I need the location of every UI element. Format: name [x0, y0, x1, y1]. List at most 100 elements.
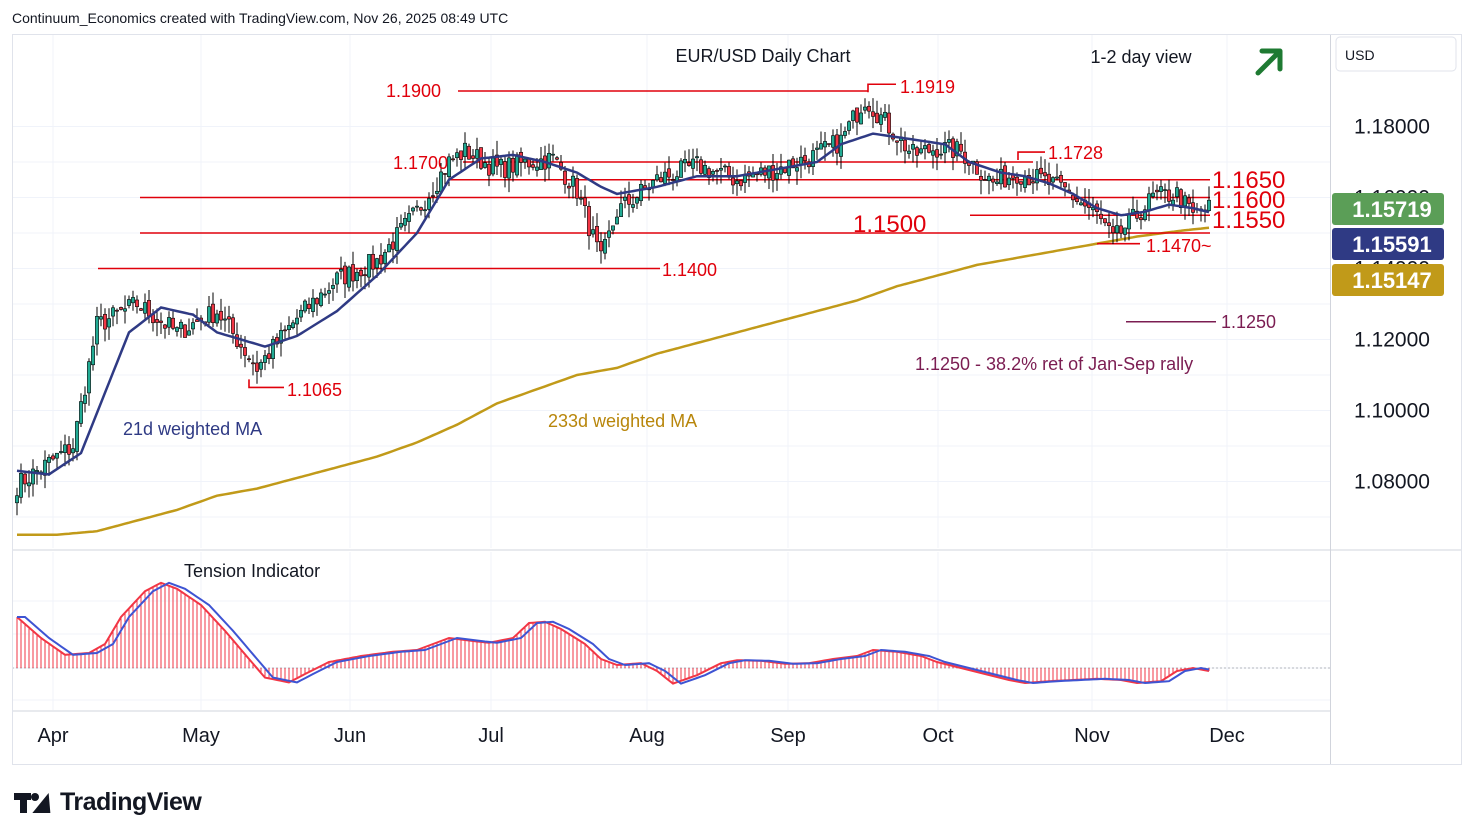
candle-body	[31, 468, 35, 485]
candle-body	[847, 121, 851, 131]
view-label: 1-2 day view	[1090, 47, 1192, 67]
candle-body	[1059, 175, 1063, 183]
candle-body	[135, 299, 139, 308]
candle-body	[719, 167, 723, 171]
candle-body	[111, 307, 115, 317]
time-tick-label: Dec	[1209, 725, 1245, 747]
candle-body	[603, 238, 607, 254]
candle-body	[459, 150, 463, 160]
level-label: 1.1900	[386, 81, 441, 101]
candle-body	[139, 308, 143, 311]
price-badge	[1332, 264, 1444, 296]
candle-body	[715, 170, 719, 172]
level-label: 1.1400	[662, 260, 717, 280]
candle-body	[659, 177, 663, 183]
candle-body	[959, 143, 963, 152]
candle-body	[1023, 176, 1027, 188]
candle-body	[467, 145, 471, 160]
candle-body	[99, 316, 103, 320]
candle-body	[427, 198, 431, 210]
level-label: 1.1065	[287, 380, 342, 400]
candle-body	[999, 168, 1003, 185]
candle-body	[115, 309, 119, 312]
level-label: 1.1470~	[1146, 236, 1212, 256]
candle-body	[495, 154, 499, 167]
price-tick-label: 1.18000	[1354, 116, 1430, 139]
candle-body	[19, 472, 23, 498]
candle-body	[623, 196, 627, 201]
candle-body	[699, 159, 703, 174]
candle-body	[771, 165, 775, 181]
candle-body	[735, 180, 739, 185]
ma21-line	[16, 132, 1210, 476]
candle-body	[311, 297, 315, 312]
candle-body	[443, 173, 447, 175]
candle-body	[511, 157, 515, 173]
currency-button[interactable]: USD	[1335, 36, 1457, 72]
candle-body	[1135, 210, 1139, 219]
candle-body	[775, 173, 779, 180]
price-badge	[1332, 228, 1444, 260]
candle-body	[1091, 207, 1095, 211]
candle-body	[339, 269, 343, 272]
candle-body	[279, 330, 283, 344]
candle-body	[283, 329, 287, 332]
candle-body	[211, 303, 215, 324]
tradingview-logo[interactable]: TradingView	[14, 788, 202, 817]
candle-body	[679, 160, 683, 178]
candle-body	[703, 164, 707, 175]
candle-body	[791, 158, 795, 169]
candle-body	[51, 455, 55, 460]
candle-body	[583, 197, 587, 206]
candle-body	[1207, 199, 1211, 211]
indicator-line	[16, 581, 1210, 685]
candle-body	[367, 254, 371, 278]
candle-body	[1127, 213, 1131, 230]
candle-body	[411, 207, 415, 212]
candle-body	[95, 316, 99, 345]
candle-body	[835, 134, 839, 154]
candle-body	[107, 318, 111, 328]
candle-body	[1151, 192, 1155, 197]
candle-body	[883, 111, 887, 118]
candle-body	[991, 178, 995, 183]
level-label: 1.1700	[393, 153, 448, 173]
candle-body	[831, 135, 835, 148]
candle-body	[391, 241, 395, 250]
candle-body	[379, 254, 383, 265]
candle-body	[1111, 226, 1115, 234]
candle-body	[919, 148, 923, 154]
level-label: 1.1650	[1212, 167, 1285, 194]
candle-body	[655, 174, 659, 181]
price-axis[interactable]: 1.180001.160001.140001.120001.100001.080…	[1354, 116, 1430, 494]
candle-body	[319, 292, 323, 306]
candle-body	[1123, 227, 1127, 235]
candle-body	[499, 158, 503, 165]
candle-body	[695, 156, 699, 159]
candle-body	[551, 153, 555, 156]
candle-body	[147, 300, 151, 317]
candle-body	[259, 361, 263, 370]
price-tick-label: 1.08000	[1354, 471, 1430, 494]
retracement-label: 1.1250 - 38.2% ret of Jan-Sep rally	[915, 354, 1193, 374]
candle-body	[939, 153, 943, 156]
candle-body	[131, 297, 135, 304]
candle-body	[1079, 202, 1083, 206]
candle-body	[67, 444, 71, 455]
candle-body	[1163, 189, 1167, 191]
main-pane-grid	[12, 34, 1330, 548]
candle-body	[1103, 218, 1107, 224]
indicator-pane-grid	[12, 552, 1330, 710]
ma233-line	[17, 226, 1210, 537]
candle-body	[795, 167, 799, 172]
candle-body	[1159, 186, 1163, 192]
candle-body	[323, 293, 327, 296]
candle-body	[215, 313, 219, 324]
candle-body	[243, 347, 247, 356]
price-badge-label: 1.15719	[1352, 197, 1432, 222]
level-label: 1.1550	[1212, 207, 1285, 234]
candle-body	[1031, 181, 1035, 184]
time-axis[interactable]: Apr May Jun Jul Aug Sep Oct Nov Dec	[37, 725, 1244, 747]
candle-body	[1035, 169, 1039, 184]
